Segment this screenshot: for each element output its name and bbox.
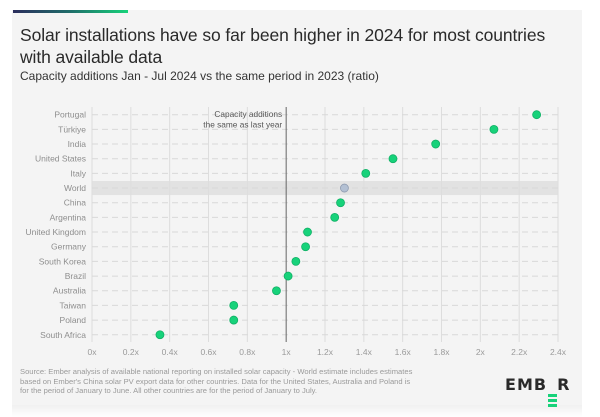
- data-point: [283, 271, 293, 281]
- y-category-label: United States: [35, 154, 86, 164]
- x-tick-label: 0.2x: [123, 347, 140, 357]
- x-tick-label: 0.4x: [162, 347, 179, 357]
- x-tick-label: 1.2x: [317, 347, 334, 357]
- y-category-label: Italy: [70, 168, 86, 178]
- x-tick-label: 1.8x: [433, 347, 450, 357]
- data-point: [532, 110, 542, 120]
- y-category-label: India: [68, 139, 87, 149]
- x-tick-label: 2.2x: [511, 347, 528, 357]
- data-point: [229, 315, 239, 325]
- data-point: [336, 198, 345, 208]
- x-tick-label: 2.4x: [550, 347, 567, 357]
- data-point: [229, 301, 239, 310]
- x-tick-label: 0.6x: [200, 347, 217, 357]
- data-point: [291, 256, 301, 266]
- data-point: [155, 330, 165, 340]
- y-category-label: Portugal: [54, 110, 86, 120]
- reference-line-annotation: the same as last year: [203, 120, 282, 130]
- data-point: [272, 286, 281, 296]
- x-tick-label: 0x: [88, 347, 98, 357]
- accent-bar: [13, 10, 128, 13]
- data-point: [431, 139, 441, 149]
- data-point: [330, 212, 340, 222]
- logo-letter: R: [557, 375, 571, 394]
- x-tick-label: 1.6x: [395, 347, 412, 357]
- x-tick-label: 2x: [476, 347, 486, 357]
- data-point: [303, 227, 312, 237]
- y-category-label: Germany: [51, 242, 87, 252]
- data-point-world: [340, 183, 349, 193]
- logo-letter: B: [533, 375, 548, 394]
- x-tick-label: 1.4x: [356, 347, 373, 357]
- y-category-label: Brazil: [65, 271, 86, 281]
- data-point: [388, 154, 398, 164]
- y-category-label: China: [64, 198, 86, 208]
- card-shadow: [12, 405, 582, 417]
- chart-title: Solar installations have so far been hig…: [20, 25, 546, 67]
- y-category-label: United Kingdom: [26, 227, 86, 237]
- y-category-label: Taiwan: [60, 300, 87, 310]
- y-category-label: South Korea: [39, 256, 87, 266]
- y-category-label: Türkiye: [58, 124, 86, 134]
- y-category-label: South Africa: [40, 330, 86, 340]
- y-category-label: World: [64, 183, 86, 193]
- chart-subtitle: Capacity additions Jan - Jul 2024 vs the…: [20, 69, 379, 83]
- logo-letter: M: [516, 375, 534, 394]
- y-category-label: Poland: [60, 315, 87, 325]
- x-tick-label: 0.8x: [239, 347, 256, 357]
- data-point: [361, 168, 371, 178]
- reference-line-annotation: Capacity additions: [214, 109, 282, 119]
- y-category-label: Australia: [53, 286, 86, 296]
- y-category-label: Argentina: [50, 212, 87, 222]
- data-point: [301, 242, 310, 252]
- ember-logo: EMB R: [505, 375, 571, 407]
- chart-card: [12, 10, 582, 405]
- logo-letter: E: [505, 375, 517, 394]
- data-point: [489, 124, 499, 134]
- source-note: Source: Ember analysis of available nati…: [20, 367, 413, 396]
- x-tick-label: 1x: [282, 347, 292, 357]
